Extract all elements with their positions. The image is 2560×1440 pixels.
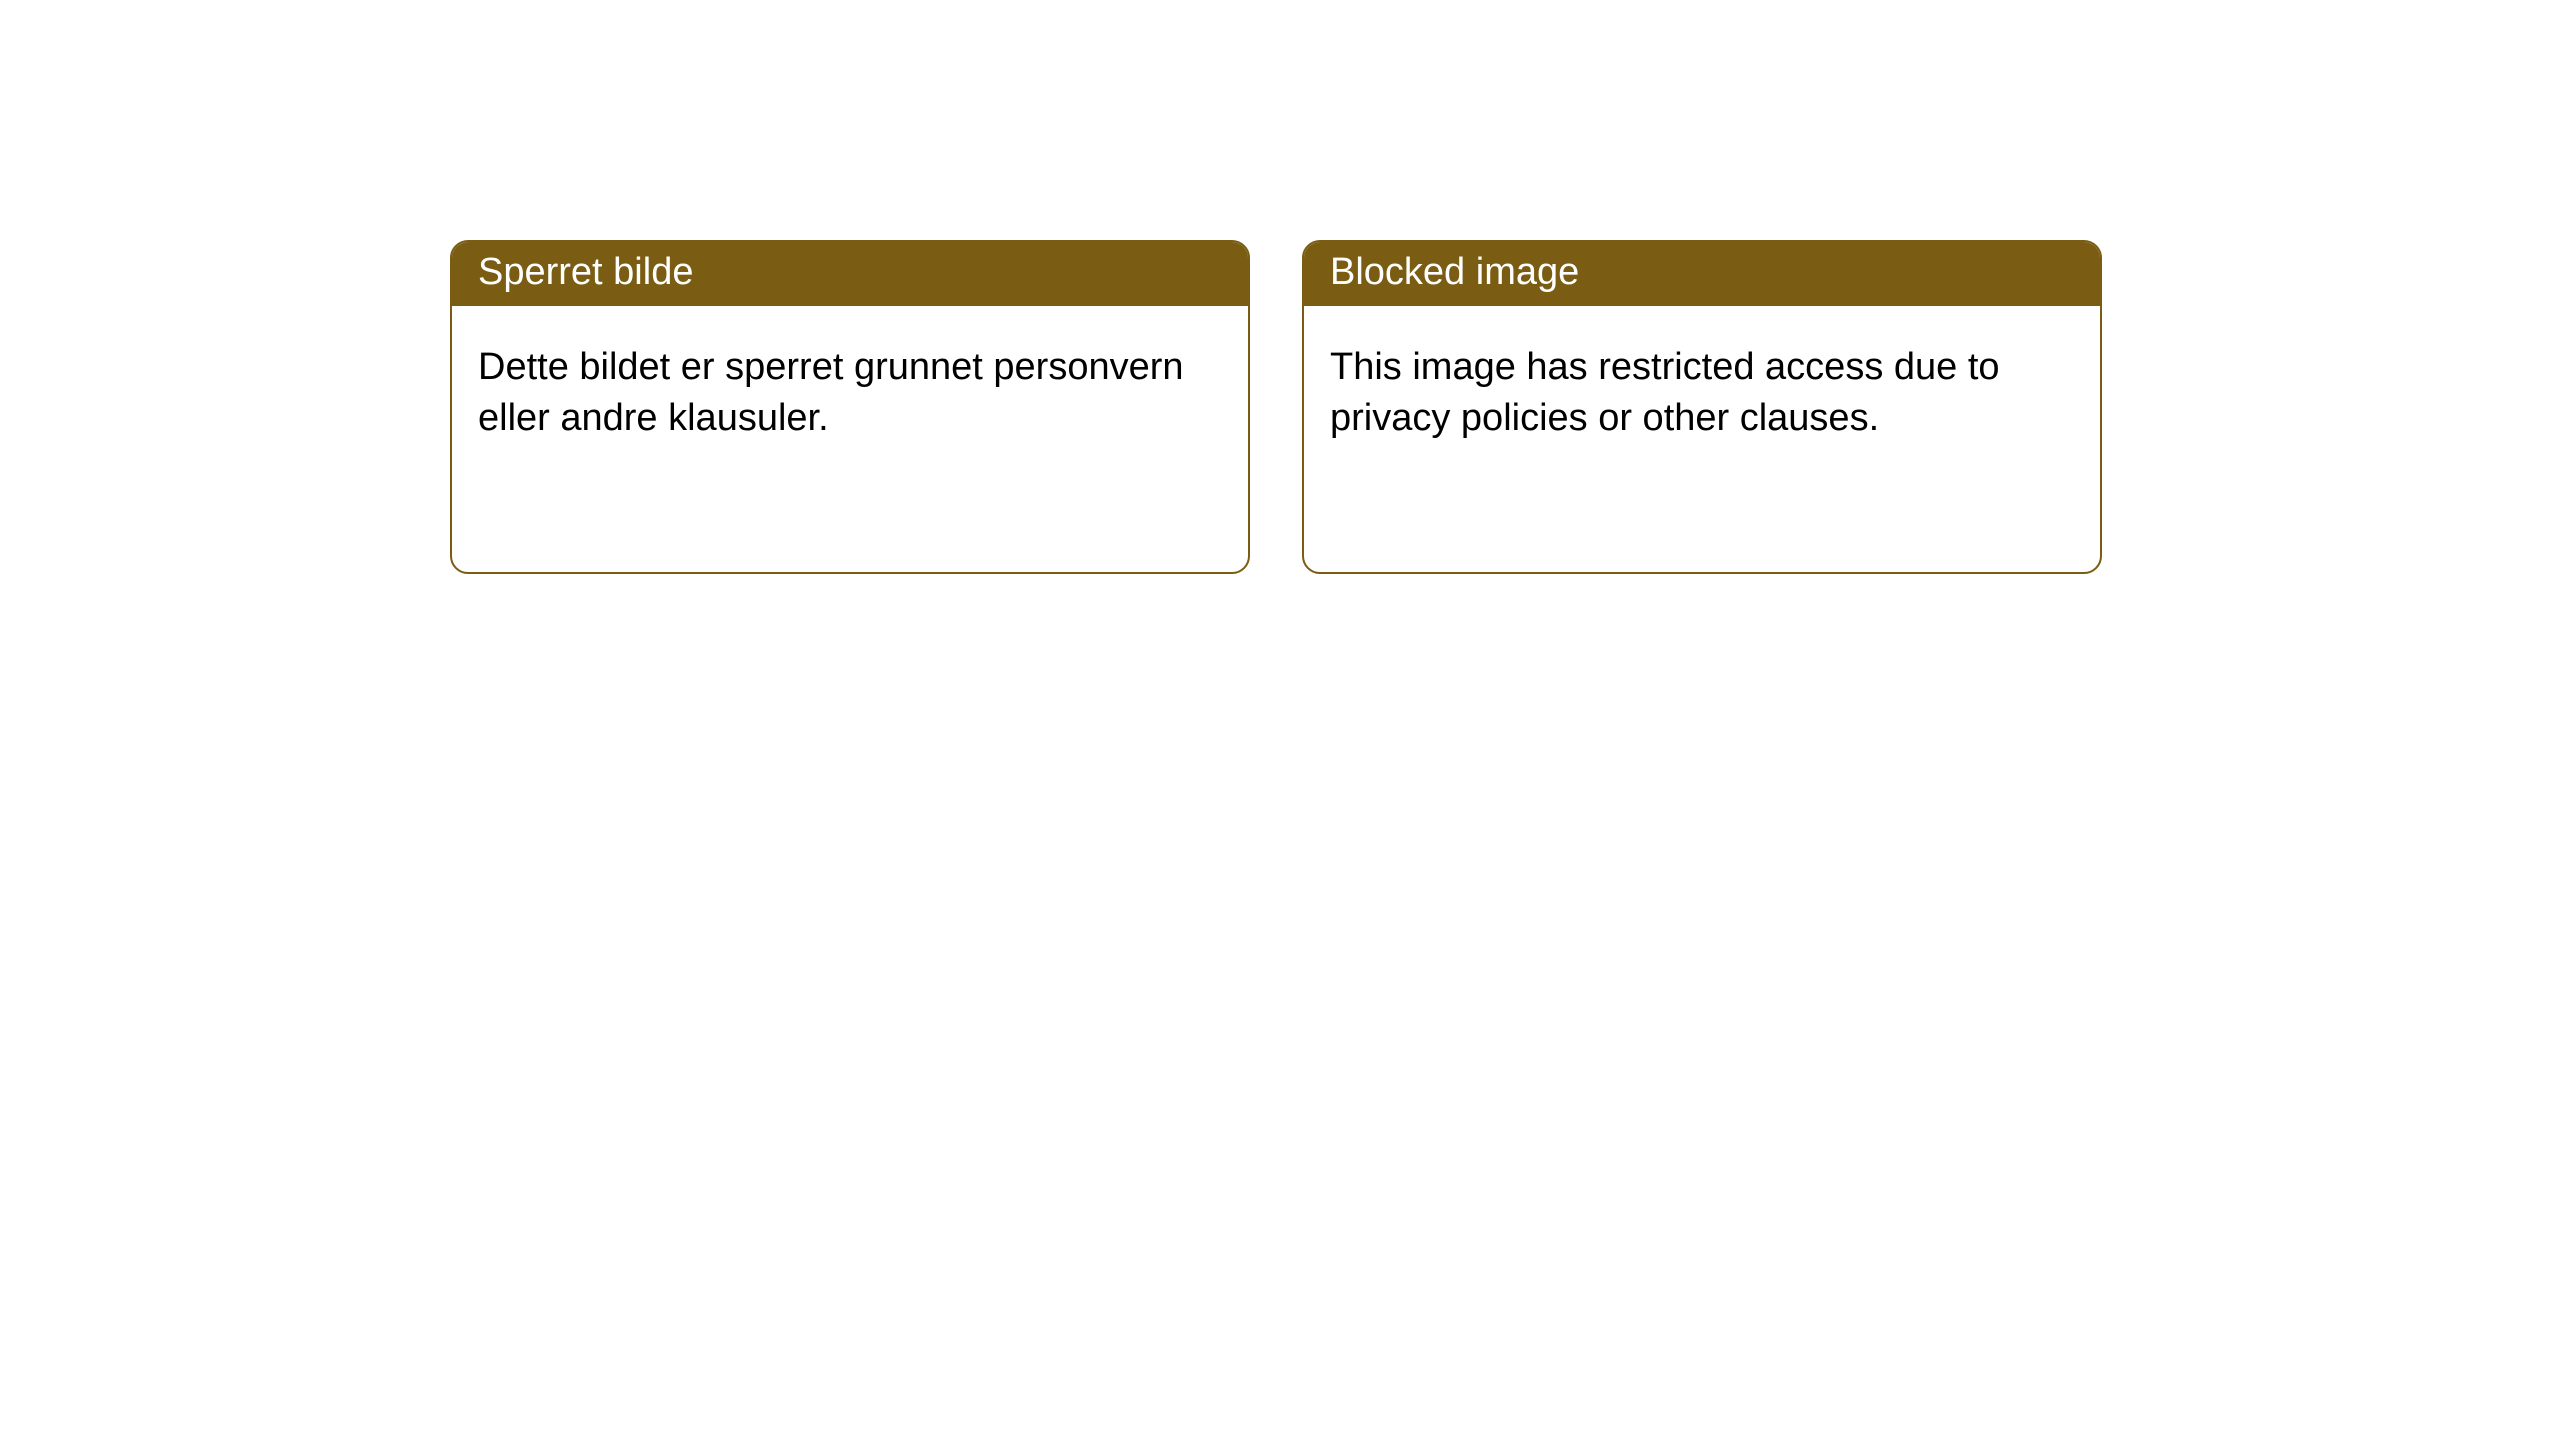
card-body: Dette bildet er sperret grunnet personve… bbox=[452, 306, 1248, 471]
notice-card-norwegian: Sperret bilde Dette bildet er sperret gr… bbox=[450, 240, 1250, 574]
notice-card-english: Blocked image This image has restricted … bbox=[1302, 240, 2102, 574]
card-header: Sperret bilde bbox=[452, 242, 1248, 306]
card-header: Blocked image bbox=[1304, 242, 2100, 306]
notice-container: Sperret bilde Dette bildet er sperret gr… bbox=[0, 0, 2560, 574]
card-body: This image has restricted access due to … bbox=[1304, 306, 2100, 471]
